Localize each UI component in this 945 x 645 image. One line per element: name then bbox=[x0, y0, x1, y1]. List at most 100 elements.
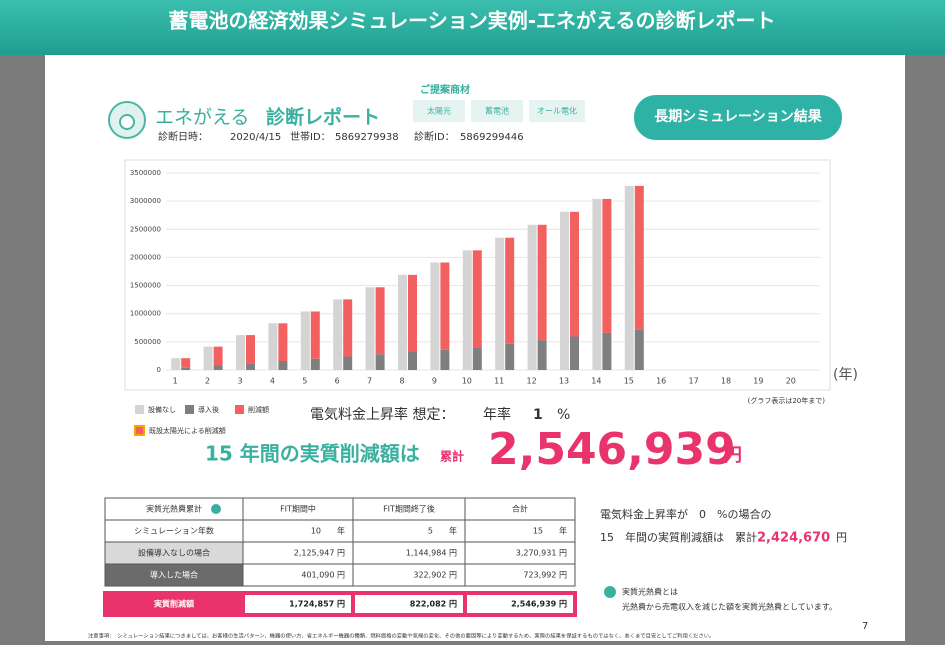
bar-segment bbox=[472, 347, 482, 370]
table-text: 15 年 bbox=[533, 526, 567, 536]
table-text: 1,144,984 円 bbox=[406, 549, 457, 558]
household-label: 世帯ID： bbox=[290, 130, 331, 143]
headline: 15 年間の実質削減額は bbox=[205, 442, 420, 466]
long-term-button[interactable] bbox=[634, 95, 842, 140]
bar bbox=[592, 198, 602, 370]
bar bbox=[300, 311, 310, 370]
table-text: 実質削減額 bbox=[154, 599, 194, 609]
table-text: 設備導入なしの場合 bbox=[138, 548, 210, 558]
bar bbox=[560, 211, 569, 370]
bar-segment bbox=[278, 360, 288, 370]
legend-label: 設備なし bbox=[148, 405, 176, 414]
definition-text: 光熱費から売電収入を減じた額を実質光熱費としています。 bbox=[622, 602, 837, 612]
x-tick-label: 3 bbox=[237, 377, 242, 386]
y-tick-label: 3000000 bbox=[130, 197, 161, 205]
bar bbox=[527, 224, 537, 370]
rate-prefix: 年率 bbox=[483, 406, 511, 423]
table-text: 822,082 円 bbox=[410, 600, 457, 609]
y-tick-label: 3500000 bbox=[130, 169, 161, 177]
alt-unit: 円 bbox=[836, 531, 847, 544]
x-tick-label: 7 bbox=[367, 377, 372, 386]
x-tick-label: 17 bbox=[689, 377, 699, 386]
alt-value: 2,424,670 bbox=[757, 531, 830, 546]
logo-bulb bbox=[119, 114, 135, 130]
bar-segment bbox=[181, 358, 191, 368]
products-label: ご提案商材 bbox=[420, 83, 470, 96]
table-cell bbox=[467, 595, 573, 613]
table-text: 合計 bbox=[512, 504, 528, 514]
legend-label: 削減額 bbox=[248, 405, 269, 414]
bar bbox=[203, 346, 213, 370]
bar-segment bbox=[278, 323, 288, 361]
total-label: 累計 bbox=[440, 449, 464, 464]
bar-segment bbox=[440, 262, 450, 350]
x-tick-label: 1 bbox=[173, 377, 178, 386]
rate-unit: % bbox=[557, 407, 570, 423]
table-text: FIT期間終了後 bbox=[383, 504, 435, 514]
total: 2,546,939 bbox=[488, 424, 736, 475]
bar-segment bbox=[343, 356, 353, 370]
bar bbox=[171, 358, 181, 370]
page-number: 7 bbox=[862, 621, 868, 632]
product-tag bbox=[413, 100, 465, 122]
chart: 0 500000 1000000 1500000 2000000 2500000 30000… bbox=[130, 169, 820, 386]
table-text: 401,090 円 bbox=[301, 571, 345, 580]
table-text: 5 年 bbox=[428, 526, 457, 536]
table-text: 1,724,857 円 bbox=[289, 600, 345, 609]
table-cell bbox=[464, 563, 576, 587]
bar-segment bbox=[213, 365, 223, 370]
table-text: 導入した場合 bbox=[150, 570, 198, 580]
info-icon bbox=[211, 504, 221, 514]
legend-swatch bbox=[135, 405, 144, 414]
legend-swatch bbox=[134, 425, 145, 436]
bar-segment bbox=[375, 354, 385, 370]
footnote: 注意事項： シミュレーション結果につきましては、お客様の生活パターン、機器の使い… bbox=[88, 632, 714, 640]
bar bbox=[333, 299, 343, 370]
x-tick-label: 18 bbox=[721, 377, 731, 386]
button-label[interactable]: 長期シミュレーション結果 bbox=[654, 108, 822, 125]
bar bbox=[430, 262, 440, 370]
product-tag bbox=[471, 100, 523, 122]
date-label: 診断日時： bbox=[158, 130, 208, 143]
bar bbox=[398, 274, 407, 370]
diagnosis-label: 診断ID： bbox=[414, 130, 455, 143]
bar-segment bbox=[570, 211, 579, 337]
x-tick-label: 8 bbox=[399, 377, 404, 386]
x-tick-label: 2 bbox=[205, 377, 210, 386]
table-text: 実質光熱費累計 bbox=[146, 504, 202, 514]
x-tick-label: 11 bbox=[494, 377, 504, 386]
bar bbox=[236, 335, 245, 370]
bar bbox=[365, 287, 375, 370]
brand: エネがえる bbox=[155, 107, 249, 129]
table-text: 3,270,931 円 bbox=[516, 549, 567, 558]
y-tick-label: 2500000 bbox=[130, 225, 161, 233]
table-cell bbox=[355, 595, 463, 613]
chart-note: (グラフ表示は20年まで) bbox=[748, 396, 826, 405]
bar-segment bbox=[181, 367, 191, 370]
table-text: 723,992 円 bbox=[523, 571, 567, 580]
bar-segment bbox=[505, 237, 515, 344]
table-text: FIT期間中 bbox=[280, 504, 316, 514]
x-tick-label: 14 bbox=[591, 377, 601, 386]
x-tick-label: 4 bbox=[270, 377, 275, 386]
bar bbox=[462, 250, 472, 370]
x-tick-label: 20 bbox=[786, 377, 796, 386]
x-tick-label: 13 bbox=[559, 377, 569, 386]
rate-label: 電気料金上昇率 想定： bbox=[310, 406, 454, 423]
bar-segment bbox=[310, 311, 320, 359]
product-label: 太陽光 bbox=[427, 106, 451, 116]
table-text: 2,125,947 円 bbox=[294, 549, 345, 558]
bar-segment bbox=[472, 250, 482, 348]
y-tick-label: 1000000 bbox=[130, 310, 161, 318]
alt-line1: 電気料金上昇率が 0 %の場合の bbox=[600, 507, 771, 521]
bar bbox=[268, 323, 278, 370]
bar bbox=[495, 237, 505, 370]
x-tick-label: 19 bbox=[753, 377, 763, 386]
table-text: 322,902 円 bbox=[413, 571, 457, 580]
product-tag bbox=[529, 100, 585, 122]
bar-segment bbox=[213, 346, 223, 366]
x-tick-label: 9 bbox=[432, 377, 437, 386]
